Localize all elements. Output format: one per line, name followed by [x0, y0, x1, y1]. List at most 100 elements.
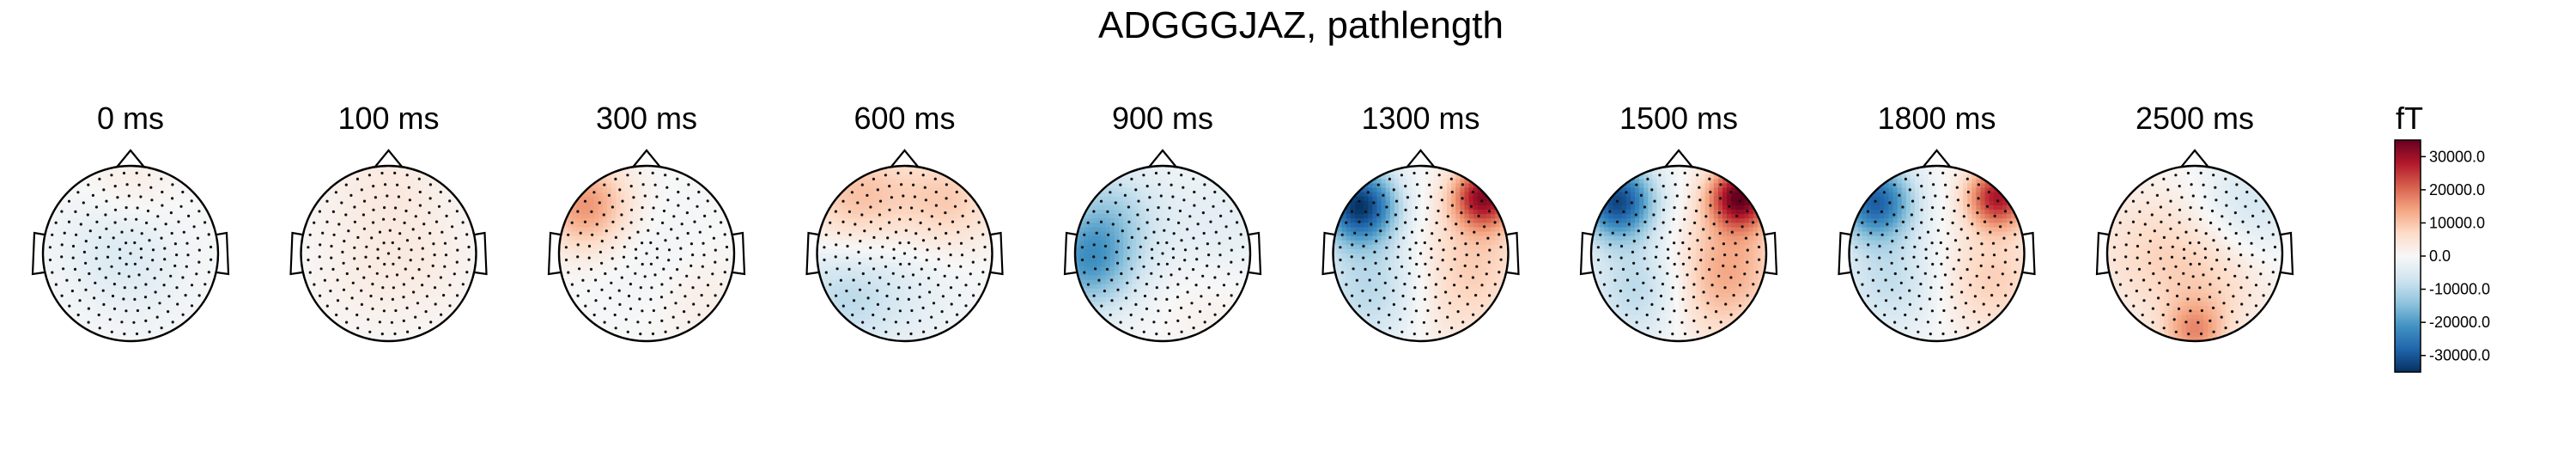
field-cell: [681, 284, 687, 290]
field-cell: [179, 200, 184, 206]
field-cell: [349, 223, 355, 228]
field-cell: [576, 231, 582, 237]
field-cell: [607, 327, 612, 333]
field-cell: [125, 332, 131, 338]
field-cell: [611, 306, 617, 311]
sensor-marker: [628, 236, 631, 240]
field-cell: [161, 327, 167, 333]
field-cell: [620, 170, 626, 175]
field-cell: [856, 223, 862, 228]
field-cell: [139, 262, 144, 267]
field-cell: [633, 314, 639, 321]
field-cell: [344, 253, 350, 259]
field-cell: [629, 266, 635, 272]
field-cell: [353, 310, 359, 315]
sensor-marker: [620, 213, 623, 217]
field-cell: [95, 200, 100, 206]
head-outline: [557, 164, 736, 343]
sensor-marker: [448, 199, 452, 203]
field-cell: [349, 314, 355, 321]
field-cell: [436, 174, 442, 180]
sensor-marker: [197, 294, 201, 297]
field-cell: [637, 288, 643, 294]
field-cell: [672, 227, 678, 233]
field-cell: [384, 179, 390, 184]
sensor-marker: [672, 215, 676, 218]
field-cell: [309, 231, 315, 237]
field-cell: [152, 306, 158, 311]
field-cell: [603, 187, 608, 193]
field-cell: [135, 223, 140, 228]
sensor-marker: [325, 304, 329, 308]
field-cell: [77, 235, 83, 241]
field-cell: [848, 196, 853, 202]
field-cell: [349, 240, 355, 246]
field-cell: [331, 218, 337, 223]
field-cell: [100, 319, 105, 325]
field-cell: [598, 240, 604, 246]
field-cell: [834, 205, 840, 211]
field-cell: [860, 302, 866, 307]
field-cell: [633, 297, 639, 302]
field-cell: [139, 288, 144, 294]
field-cell: [428, 292, 434, 298]
field-cell: [64, 227, 70, 233]
field-cell: [856, 231, 862, 237]
field-cell: [633, 332, 639, 338]
field-cell: [659, 288, 665, 294]
field-cell: [47, 266, 52, 272]
sensor-marker: [680, 223, 683, 226]
field-cell: [821, 253, 827, 259]
field-cell: [585, 210, 591, 215]
field-cell: [410, 231, 416, 237]
sensor-marker: [355, 313, 359, 317]
field-cell: [852, 258, 857, 263]
sensor-marker: [456, 248, 459, 252]
field-cell: [664, 262, 670, 267]
field-cell: [629, 253, 635, 259]
field-cell: [651, 275, 656, 281]
field-cell: [121, 271, 127, 277]
field-cell: [690, 218, 696, 223]
field-cell: [384, 231, 390, 237]
field-cell: [309, 248, 315, 254]
field-cell: [209, 275, 215, 281]
field-cell: [156, 214, 162, 219]
field-cell: [423, 319, 428, 325]
field-cell: [572, 284, 577, 290]
sensor-marker: [179, 205, 183, 208]
field-cell: [340, 179, 346, 184]
head-ear: [289, 231, 303, 276]
sensor-marker: [182, 230, 185, 234]
field-cell: [616, 170, 621, 175]
field-cell: [209, 292, 215, 298]
field-cell: [703, 306, 708, 311]
sensor-marker: [122, 171, 126, 175]
field-cell: [371, 327, 376, 333]
field-cell: [585, 258, 591, 263]
field-cell: [47, 235, 52, 241]
sensor-marker: [51, 271, 54, 274]
field-cell: [139, 284, 144, 290]
field-cell: [161, 218, 167, 223]
field-cell: [309, 253, 315, 259]
field-cell: [361, 314, 368, 321]
field-cell: [825, 302, 831, 307]
field-cell: [95, 288, 100, 294]
field-cell: [668, 292, 674, 298]
field-cell: [725, 231, 731, 237]
field-cell: [415, 262, 420, 267]
field-cell: [165, 248, 171, 254]
field-cell: [380, 314, 385, 321]
field-cell: [135, 183, 140, 189]
field-cell: [641, 310, 647, 315]
field-cell: [148, 288, 154, 294]
field-cell: [593, 288, 599, 294]
field-cell: [690, 183, 696, 189]
sensor-marker: [600, 261, 604, 265]
field-cell: [187, 292, 192, 298]
field-cell: [641, 187, 647, 193]
field-cell: [633, 275, 639, 281]
field-cell: [117, 218, 123, 223]
field-cell: [108, 319, 114, 325]
